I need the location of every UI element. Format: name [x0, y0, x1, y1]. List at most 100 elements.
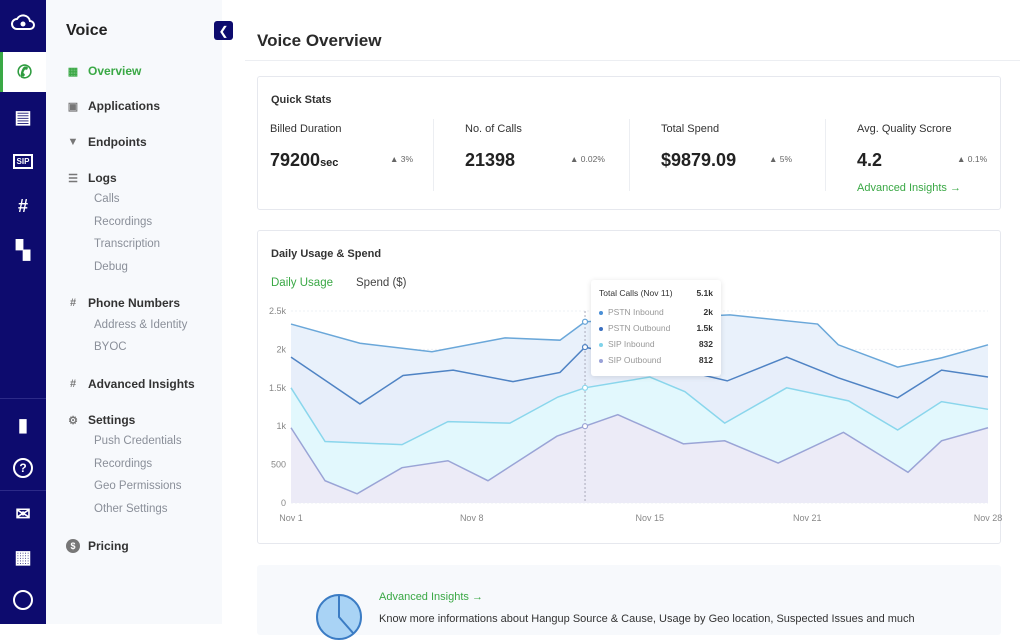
help-icon[interactable]: ?: [0, 448, 46, 488]
tooltip-row: SIP Inbound 832: [599, 339, 713, 349]
hash-icon: #: [69, 297, 77, 309]
chart-tooltip: Total Calls (Nov 11) 5.1k PSTN Inbound 2k …: [591, 280, 721, 376]
value: 79200: [270, 150, 321, 170]
stat-billed-duration: Billed Duration 79200sec ▲ 3%: [270, 123, 450, 170]
tooltip-header: Total Calls (Nov 11) 5.1k: [599, 288, 713, 298]
chat-icon[interactable]: ▤: [14, 106, 32, 127]
series-dot-icon: [599, 358, 603, 363]
stat-change: ▲ 0.02%: [570, 154, 605, 164]
page-title: Voice Overview: [257, 31, 382, 50]
stat-no-of-calls: No. of Calls 21398 ▲ 0.02%: [465, 123, 645, 170]
label: Pricing: [88, 539, 129, 553]
label: Logs: [88, 171, 117, 185]
quick-stats-title: Quick Stats: [271, 94, 332, 106]
daily-usage-title: Daily Usage & Spend: [271, 248, 382, 260]
dollar-icon: $: [66, 539, 80, 553]
sidebar-sub-push-credentials[interactable]: Push Credentials: [94, 435, 182, 447]
sidebar-item-advanced-insights[interactable]: # Advanced Insights: [66, 377, 195, 391]
advanced-insights-banner: Advanced Insights → Know more informatio…: [257, 565, 1001, 640]
sidebar-item-phone-numbers[interactable]: # Phone Numbers: [66, 296, 180, 310]
label: Endpoints: [88, 135, 147, 149]
tooltip-row: SIP Outbound 812: [599, 355, 713, 365]
phone-icon[interactable]: ✆: [0, 52, 46, 92]
dashboard-icon: ▦: [67, 65, 79, 78]
label: Advanced Insights: [88, 377, 195, 391]
row-value: 2k: [703, 307, 713, 317]
divider: [245, 60, 1020, 61]
stat-label: Billed Duration: [270, 123, 342, 135]
sms-icon[interactable]: ✉: [15, 503, 31, 524]
tab-daily-usage[interactable]: Daily Usage: [271, 277, 333, 289]
stat-avg-quality: Avg. Quality Scrore 4.2 ▲ 0.1% Advanced …: [857, 123, 1024, 194]
tooltip-row: PSTN Inbound 2k: [599, 307, 713, 317]
quick-stats-card: Quick Stats Billed Duration 79200sec ▲ 3…: [257, 76, 1001, 210]
series-dot-icon: [599, 310, 603, 315]
row-value: 832: [698, 339, 713, 349]
tab-spend[interactable]: Spend ($): [356, 277, 407, 289]
app-rail: ✆ ▤ SIP # ▚ ▮ ? ✉ ▦: [0, 0, 46, 624]
sidebar-sub-recordings[interactable]: Recordings: [94, 216, 153, 228]
sip-icon[interactable]: SIP: [0, 141, 46, 181]
daily-usage-card: Daily Usage & Spend Daily Usage Spend ($…: [257, 230, 1001, 544]
chevron-left-icon: ❮: [218, 23, 229, 38]
stat-value: 4.2: [857, 150, 883, 170]
stat-label: Total Spend: [661, 123, 720, 135]
hash-icon: #: [69, 378, 77, 390]
stat-value: 79200sec: [270, 150, 338, 171]
gear-icon: ⚙: [68, 414, 78, 427]
advanced-insights-link[interactable]: Advanced Insights →: [857, 182, 961, 194]
collapse-sidebar-button[interactable]: ❮: [214, 21, 233, 40]
stat-value: 21398: [465, 150, 516, 170]
label: Overview: [88, 64, 142, 78]
sidebar-item-logs[interactable]: ☰ Logs: [66, 171, 117, 185]
tooltip-row: PSTN Outbound 1.5k: [599, 323, 713, 333]
sidebar-sub-calls[interactable]: Calls: [94, 193, 120, 205]
sidebar-item-applications[interactable]: ▣ Applications: [66, 99, 160, 113]
pie-chart-icon: [316, 594, 362, 640]
label: Settings: [88, 413, 136, 427]
stat-change: ▲ 0.1%: [957, 154, 988, 164]
tooltip-total: 5.1k: [696, 288, 713, 298]
profile-icon[interactable]: [0, 580, 46, 620]
row-value: 1.5k: [696, 323, 713, 333]
row-label: PSTN Outbound: [608, 323, 671, 333]
stat-label: Avg. Quality Scrore: [857, 123, 952, 135]
label: Applications: [88, 99, 161, 113]
sidebar-title: Voice: [66, 22, 108, 39]
book-icon[interactable]: ▮: [18, 414, 28, 435]
tooltip-title: Total Calls (Nov 11): [599, 288, 673, 298]
stat-total-spend: Total Spend $9879.09 ▲ 5%: [661, 123, 841, 170]
sidebar-item-overview[interactable]: ▦ Overview: [66, 64, 142, 78]
cloud-logo-icon[interactable]: [0, 2, 46, 42]
endpoint-icon: ▼: [67, 136, 79, 148]
stat-label: No. of Calls: [465, 123, 522, 135]
sidebar-item-settings[interactable]: ⚙ Settings: [66, 413, 135, 427]
series-dot-icon: [599, 326, 603, 331]
list-icon: ☰: [68, 172, 78, 185]
sidebar-sub-byoc[interactable]: BYOC: [94, 341, 127, 353]
terminal-icon: ▣: [67, 100, 79, 113]
row-value: 812: [698, 355, 713, 365]
flow-icon[interactable]: ▚: [16, 239, 30, 260]
stat-change: ▲ 3%: [390, 154, 414, 164]
sidebar-sub-other-settings[interactable]: Other Settings: [94, 503, 168, 515]
banner-text: Know more informations about Hangup Sour…: [379, 613, 915, 625]
sidebar-sub-address-identity[interactable]: Address & Identity: [94, 319, 188, 331]
sidebar-item-endpoints[interactable]: ▼ Endpoints: [66, 135, 147, 149]
apps-grid-icon[interactable]: ▦: [14, 546, 32, 567]
unit: sec: [320, 157, 339, 169]
row-label: SIP Inbound: [608, 339, 655, 349]
sidebar-sub-debug[interactable]: Debug: [94, 261, 128, 273]
banner-link[interactable]: Advanced Insights →: [379, 591, 483, 603]
sidebar-sub-transcription[interactable]: Transcription: [94, 238, 161, 250]
sidebar-sub-geo-permissions[interactable]: Geo Permissions: [94, 480, 182, 492]
sidebar-item-pricing[interactable]: $ Pricing: [66, 539, 129, 553]
stat-change: ▲ 5%: [769, 154, 793, 164]
sidebar: Voice ▦ Overview ▣ Applications ▼ Endpoints…: [46, 0, 222, 624]
label: Phone Numbers: [88, 296, 181, 310]
stat-value: $9879.09: [661, 150, 737, 170]
row-label: PSTN Inbound: [608, 307, 664, 317]
sidebar-sub-recordings-settings[interactable]: Recordings: [94, 458, 153, 470]
hash-icon[interactable]: #: [17, 195, 28, 216]
row-label: SIP Outbound: [608, 355, 662, 365]
